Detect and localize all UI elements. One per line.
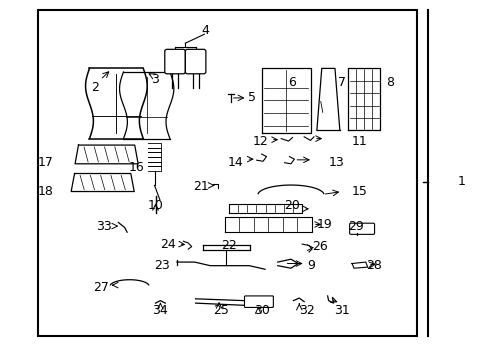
Text: 15: 15 <box>351 185 367 198</box>
Text: 16: 16 <box>128 161 144 174</box>
Text: 31: 31 <box>334 304 349 317</box>
Polygon shape <box>71 174 134 192</box>
Text: 34: 34 <box>152 304 168 317</box>
Text: 13: 13 <box>328 156 344 169</box>
Text: 4: 4 <box>201 24 209 37</box>
Text: 29: 29 <box>347 220 363 233</box>
Text: 32: 32 <box>299 304 314 317</box>
Text: 22: 22 <box>221 239 236 252</box>
Text: 7: 7 <box>338 76 346 89</box>
Text: 1: 1 <box>456 175 464 188</box>
Polygon shape <box>75 145 138 164</box>
FancyBboxPatch shape <box>349 223 374 234</box>
FancyBboxPatch shape <box>244 296 273 307</box>
Text: 33: 33 <box>96 220 111 233</box>
Text: 25: 25 <box>213 304 228 317</box>
Text: 2: 2 <box>91 81 99 94</box>
Text: 6: 6 <box>288 76 296 89</box>
Text: 18: 18 <box>38 185 54 198</box>
Text: 24: 24 <box>160 238 176 251</box>
Text: 28: 28 <box>365 259 381 272</box>
Text: 12: 12 <box>252 135 267 148</box>
Text: 10: 10 <box>147 199 163 212</box>
Text: 9: 9 <box>306 259 314 272</box>
Text: 21: 21 <box>193 180 209 193</box>
FancyBboxPatch shape <box>185 49 205 74</box>
Text: 3: 3 <box>151 73 159 86</box>
Text: 19: 19 <box>316 219 332 231</box>
Text: 30: 30 <box>253 304 269 317</box>
Text: 27: 27 <box>93 281 108 294</box>
Text: 17: 17 <box>38 156 54 169</box>
Text: 20: 20 <box>284 199 300 212</box>
Text: 8: 8 <box>386 76 393 89</box>
Bar <box>38 10 416 336</box>
Text: 26: 26 <box>311 240 327 253</box>
Text: 5: 5 <box>248 91 256 104</box>
FancyBboxPatch shape <box>164 49 185 74</box>
Text: 14: 14 <box>227 156 243 169</box>
Text: 11: 11 <box>351 135 367 148</box>
Text: 23: 23 <box>154 259 170 272</box>
